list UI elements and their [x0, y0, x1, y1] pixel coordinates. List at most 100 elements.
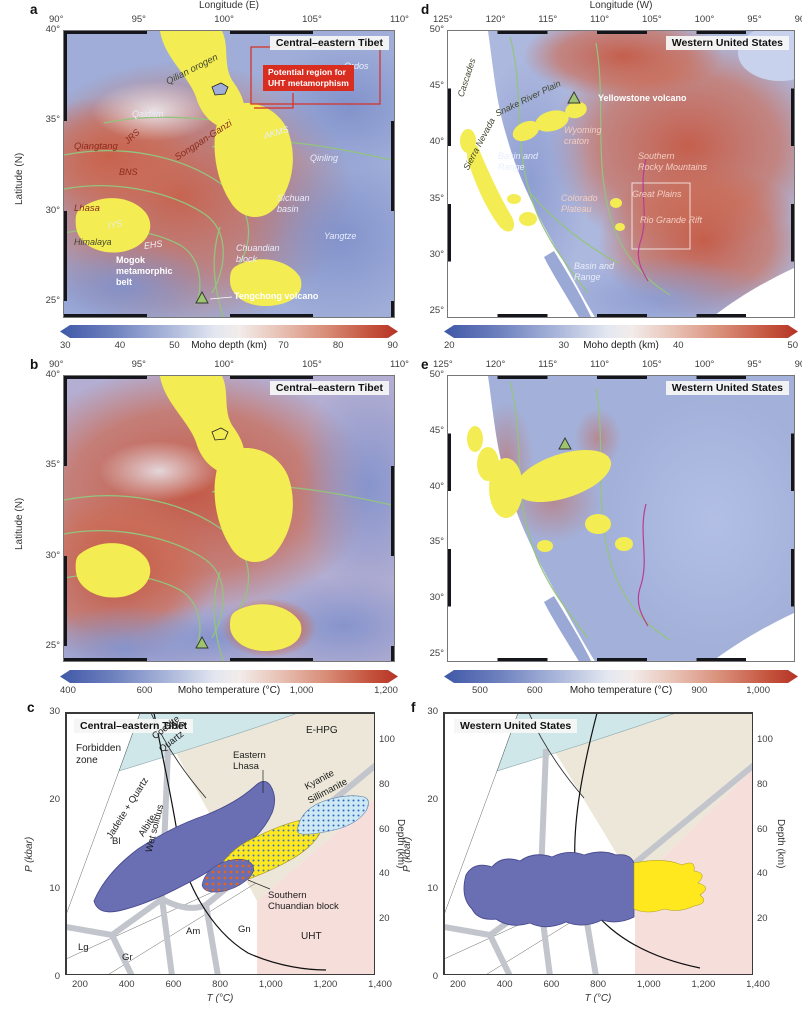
- lat-tick: 50°: [429, 24, 444, 35]
- colorbar-label-d: Moho depth (km): [576, 339, 666, 352]
- baja-peninsula: [544, 596, 592, 661]
- colorbar-tick: 80: [332, 340, 344, 351]
- lat-tick: 40°: [429, 480, 444, 492]
- lon-ticks-b: 90° 95° 100° 105° 110°: [49, 359, 409, 370]
- lon-axis-title-a: Longitude (E): [198, 0, 260, 11]
- volcano-callout: [209, 296, 233, 300]
- temperature-tick: 600: [543, 979, 560, 990]
- pt-diagram-f-graphics: [444, 713, 752, 974]
- map-label-ordos: Ordos: [344, 61, 369, 71]
- label-ehpg: E-HPG: [306, 725, 338, 736]
- pressure-ticks-f: 30 20 10 0: [418, 706, 438, 982]
- lon-tick: 90°: [49, 14, 64, 25]
- temperature-tick: 1,000: [258, 979, 283, 990]
- temperature-tick: 1,000: [636, 979, 661, 990]
- colorbar-d: 20 30 40 50 Moho depth (km): [444, 325, 798, 352]
- uht-candidate-regions: [75, 31, 302, 307]
- temperature-tick: 1,200: [691, 979, 716, 990]
- colorbar-tick: 30: [558, 340, 570, 351]
- map-label-lhasa: Lhasa: [74, 203, 100, 214]
- pressure-tick: 20: [49, 794, 60, 806]
- uht-candidate-regions: [460, 101, 625, 232]
- pacific-ocean: [448, 31, 595, 317]
- colorbar-tick: 1,200: [374, 685, 398, 696]
- eastern-lhasa-pt-field: [93, 781, 275, 913]
- map-d: Western United States Cascades Snake Riv…: [447, 30, 795, 318]
- map-label-qinling: Qinling: [310, 153, 339, 163]
- wet-solidus-curve: [153, 713, 327, 971]
- lon-axis-title-d: Longitude (W): [589, 0, 653, 11]
- lon-tick: 110°: [390, 359, 409, 370]
- colorbar-gradient: [60, 670, 398, 683]
- volcano-triangle: [567, 91, 581, 104]
- lon-tick: 90°: [794, 14, 802, 25]
- lat-tick: 35°: [429, 192, 444, 204]
- map-e: Western United States: [447, 375, 795, 662]
- lon-tick: 95°: [131, 14, 146, 25]
- temperature-tick: 1,400: [368, 979, 392, 990]
- map-label-mogok-belt: Mogok metamorphic belt: [116, 255, 173, 287]
- lon-ticks-d: 125° 120° 115° 110° 105° 100° 95° 90°: [433, 14, 802, 25]
- map-label-bns: BNS: [119, 167, 138, 177]
- colorbar-tick: 20: [444, 340, 455, 351]
- pressure-tick: 10: [49, 882, 60, 894]
- colorbar-gradient: [60, 325, 398, 338]
- gulf-of-mexico: [712, 267, 794, 317]
- temperature-tick: 800: [212, 979, 229, 990]
- volcano-triangle: [195, 291, 209, 304]
- uht-annotation-box: Potential region for UHT metamorphism: [263, 65, 354, 92]
- lat-ticks-e: 50° 45° 40° 35° 30° 25°: [420, 369, 444, 659]
- depth-ticks-c: 100 80 60 40 20: [379, 734, 405, 924]
- temperature-tick: 400: [496, 979, 513, 990]
- temperature-tick: 1,400: [746, 979, 770, 990]
- map-label-rio-grande-rift: Rio Grande Rift: [640, 215, 703, 225]
- depth-tick: 100: [757, 734, 773, 745]
- pressure-tick: 10: [427, 882, 438, 894]
- lat-tick: 30°: [429, 248, 444, 260]
- pt-diagram-c: Central–eastern Tibet Forbidden zone UHP…: [65, 712, 375, 975]
- label-uht: UHT: [301, 931, 322, 942]
- lat-axis-title-b: Latitude (N): [14, 497, 25, 550]
- lat-tick: 45°: [429, 424, 444, 436]
- label-gr: Gr: [122, 952, 133, 963]
- lon-tick: 110°: [590, 14, 610, 25]
- volcano-triangle: [195, 636, 209, 649]
- label-gn: Gn: [238, 924, 251, 935]
- depth-tick: 60: [379, 823, 390, 835]
- lon-tick: 115°: [538, 359, 558, 370]
- inset-outline: [631, 182, 691, 250]
- lat-ticks-a: 40° 35° 30° 25°: [36, 24, 60, 306]
- lake-outline: [211, 427, 229, 441]
- lat-tick: 30°: [45, 549, 60, 561]
- pacific-ocean: [448, 376, 595, 661]
- colorbar-e: 5006007008009001,000 Moho temperature (°…: [444, 670, 798, 697]
- map-label-great-plains: Great Plains: [632, 189, 682, 199]
- map-b: Central–eastern Tibet: [63, 375, 395, 662]
- lat-tick: 35°: [45, 114, 60, 126]
- temperature-axis-title-c: T (°C): [206, 993, 234, 1004]
- temperature-tick: 400: [118, 979, 135, 990]
- colorbar-tick: 600: [526, 685, 543, 696]
- baja-peninsula: [544, 251, 592, 317]
- pressure-axis-title-f: P (kbar): [402, 836, 413, 872]
- lon-tick: 125°: [433, 359, 453, 370]
- map-label-chuandian-block: Chuandian block: [236, 243, 280, 264]
- panel-letter-e: e: [421, 357, 429, 372]
- lon-tick: 125°: [433, 14, 453, 25]
- label-eastern-lhasa: Eastern Lhasa: [233, 750, 266, 772]
- lat-tick: 40°: [45, 369, 60, 380]
- volcano-triangle: [558, 437, 572, 450]
- panel-letter-d: d: [421, 2, 430, 17]
- map-title-a: Central–eastern Tibet: [269, 36, 389, 50]
- colorbar-tick: 50: [169, 340, 180, 351]
- colorbar-tick: 1,000: [289, 685, 314, 696]
- yellow-pt-field: [633, 860, 706, 913]
- pressure-tick: 30: [427, 706, 438, 717]
- lon-tick: 95°: [747, 14, 762, 25]
- lon-tick: 100°: [214, 14, 234, 25]
- colorbar-tick: 40: [114, 340, 126, 351]
- lon-tick: 120°: [485, 359, 506, 370]
- depth-tick: 60: [757, 823, 768, 835]
- depth-tick: 40: [757, 868, 768, 880]
- colorbar-label-e: Moho temperature (°C): [562, 684, 680, 697]
